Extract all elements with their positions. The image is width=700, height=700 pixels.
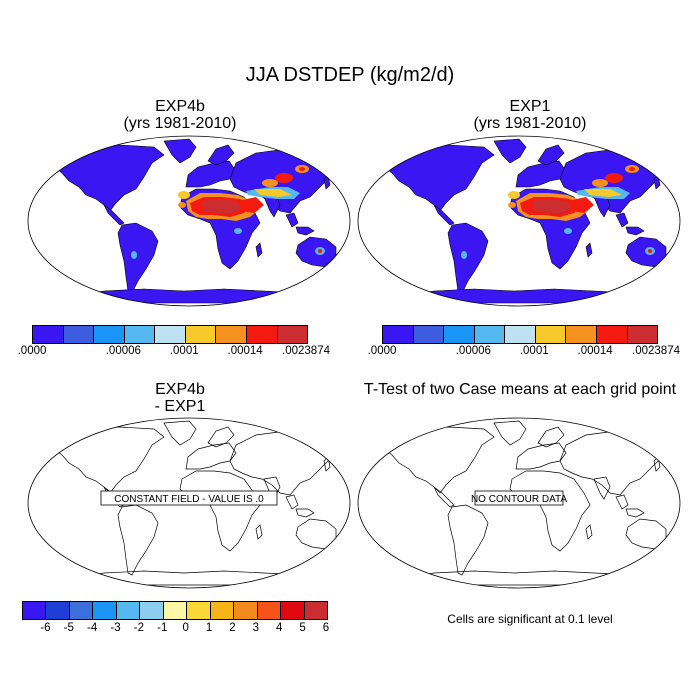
- legend-swatch: [627, 326, 658, 343]
- legend-swatch: [505, 326, 536, 343]
- legend-swatch: [93, 602, 117, 619]
- legend-label: -5: [63, 622, 74, 634]
- panel-4-map: NO CONTOUR DATA: [357, 417, 681, 589]
- figure-title: JJA DSTDEP (kg/m2/d): [245, 64, 455, 86]
- legend-bar-diff: [22, 601, 328, 620]
- legend-swatch: [140, 602, 164, 619]
- legend-swatch: [210, 602, 235, 619]
- panel-2-years: (yrs 1981-2010): [473, 115, 587, 132]
- legend-swatch: [116, 602, 141, 619]
- legend-swatch: [277, 326, 308, 343]
- significance-note: Cells are significant at 0.1 level: [447, 612, 613, 626]
- constant-field-message: CONSTANT FIELD - VALUE IS .0: [114, 494, 264, 505]
- panel-3-name: EXP4b: [155, 381, 205, 398]
- legend-label: -6: [40, 622, 51, 634]
- legend-swatch: [187, 602, 211, 619]
- legend-label: .0023874: [282, 345, 330, 357]
- legend-label: .0000: [17, 345, 47, 357]
- legend-swatch: [444, 326, 475, 343]
- no-contour-message: NO CONTOUR DATA: [471, 494, 567, 505]
- legend-swatch: [216, 326, 247, 343]
- panel-1-name: EXP4b: [155, 98, 205, 115]
- legend-swatch: [535, 326, 567, 343]
- legend-label: 6: [322, 622, 330, 634]
- panel-1-title: EXP4b (yrs 1981-2010): [30, 98, 330, 132]
- legend-label: 4: [276, 622, 283, 634]
- legend-label: .0001: [519, 345, 549, 357]
- legend-label: -4: [87, 622, 98, 634]
- legend-swatch: [124, 326, 156, 343]
- legend-label: -2: [133, 622, 145, 634]
- legend-label: .00014: [577, 345, 613, 357]
- panel-4-title: T-Test of two Case means at each grid po…: [363, 381, 677, 398]
- legend-label: .00006: [105, 345, 141, 357]
- legend-label: 3: [252, 622, 260, 634]
- legend-label: 2: [229, 622, 236, 634]
- legend-swatch: [474, 326, 506, 343]
- legend-swatch: [63, 326, 95, 343]
- panel-2-name: EXP1: [509, 98, 551, 115]
- legend-swatch: [246, 326, 278, 343]
- legend-swatch: [155, 326, 186, 343]
- legend-swatch: [94, 326, 125, 343]
- panel-2-title: EXP1 (yrs 1981-2010): [380, 98, 680, 132]
- legend-bar-2: [382, 325, 658, 344]
- panel-2-map: [357, 135, 681, 307]
- legend-bar-1: [32, 325, 308, 344]
- legend-swatch: [281, 602, 305, 619]
- legend-swatch: [185, 326, 217, 343]
- legend-swatch: [163, 602, 188, 619]
- panel-1-years: (yrs 1981-2010): [123, 115, 237, 132]
- legend-swatch: [566, 326, 597, 343]
- legend-label: .00006: [455, 345, 491, 357]
- legend-swatch: [413, 326, 445, 343]
- constant-field-box: [100, 490, 278, 506]
- legend-label: -1: [157, 622, 168, 634]
- legend-swatch: [383, 326, 414, 343]
- legend-label: 1: [205, 622, 213, 634]
- legend-swatch: [596, 326, 628, 343]
- panel-3-map: CONSTANT FIELD - VALUE IS .0: [27, 417, 351, 589]
- legend-label: .0000: [367, 345, 397, 357]
- legend-swatch: [46, 602, 70, 619]
- no-contour-box: [474, 490, 564, 506]
- legend-swatch: [33, 326, 64, 343]
- legend-label: .00014: [227, 345, 263, 357]
- legend-swatch: [69, 602, 94, 619]
- panel-1-map: [27, 135, 351, 307]
- legend-swatch: [257, 602, 282, 619]
- panel-3-subtitle: - EXP1: [154, 398, 206, 415]
- legend-swatch: [23, 602, 47, 619]
- legend-label: .0001: [169, 345, 199, 357]
- legend-swatch: [304, 602, 328, 619]
- legend-label: 5: [299, 622, 306, 634]
- legend-label: -3: [110, 622, 121, 634]
- legend-swatch: [234, 602, 258, 619]
- legend-label: 0: [182, 622, 189, 634]
- panel-3-title: EXP4b - EXP1: [30, 381, 330, 415]
- legend-label: .0023874: [632, 345, 680, 357]
